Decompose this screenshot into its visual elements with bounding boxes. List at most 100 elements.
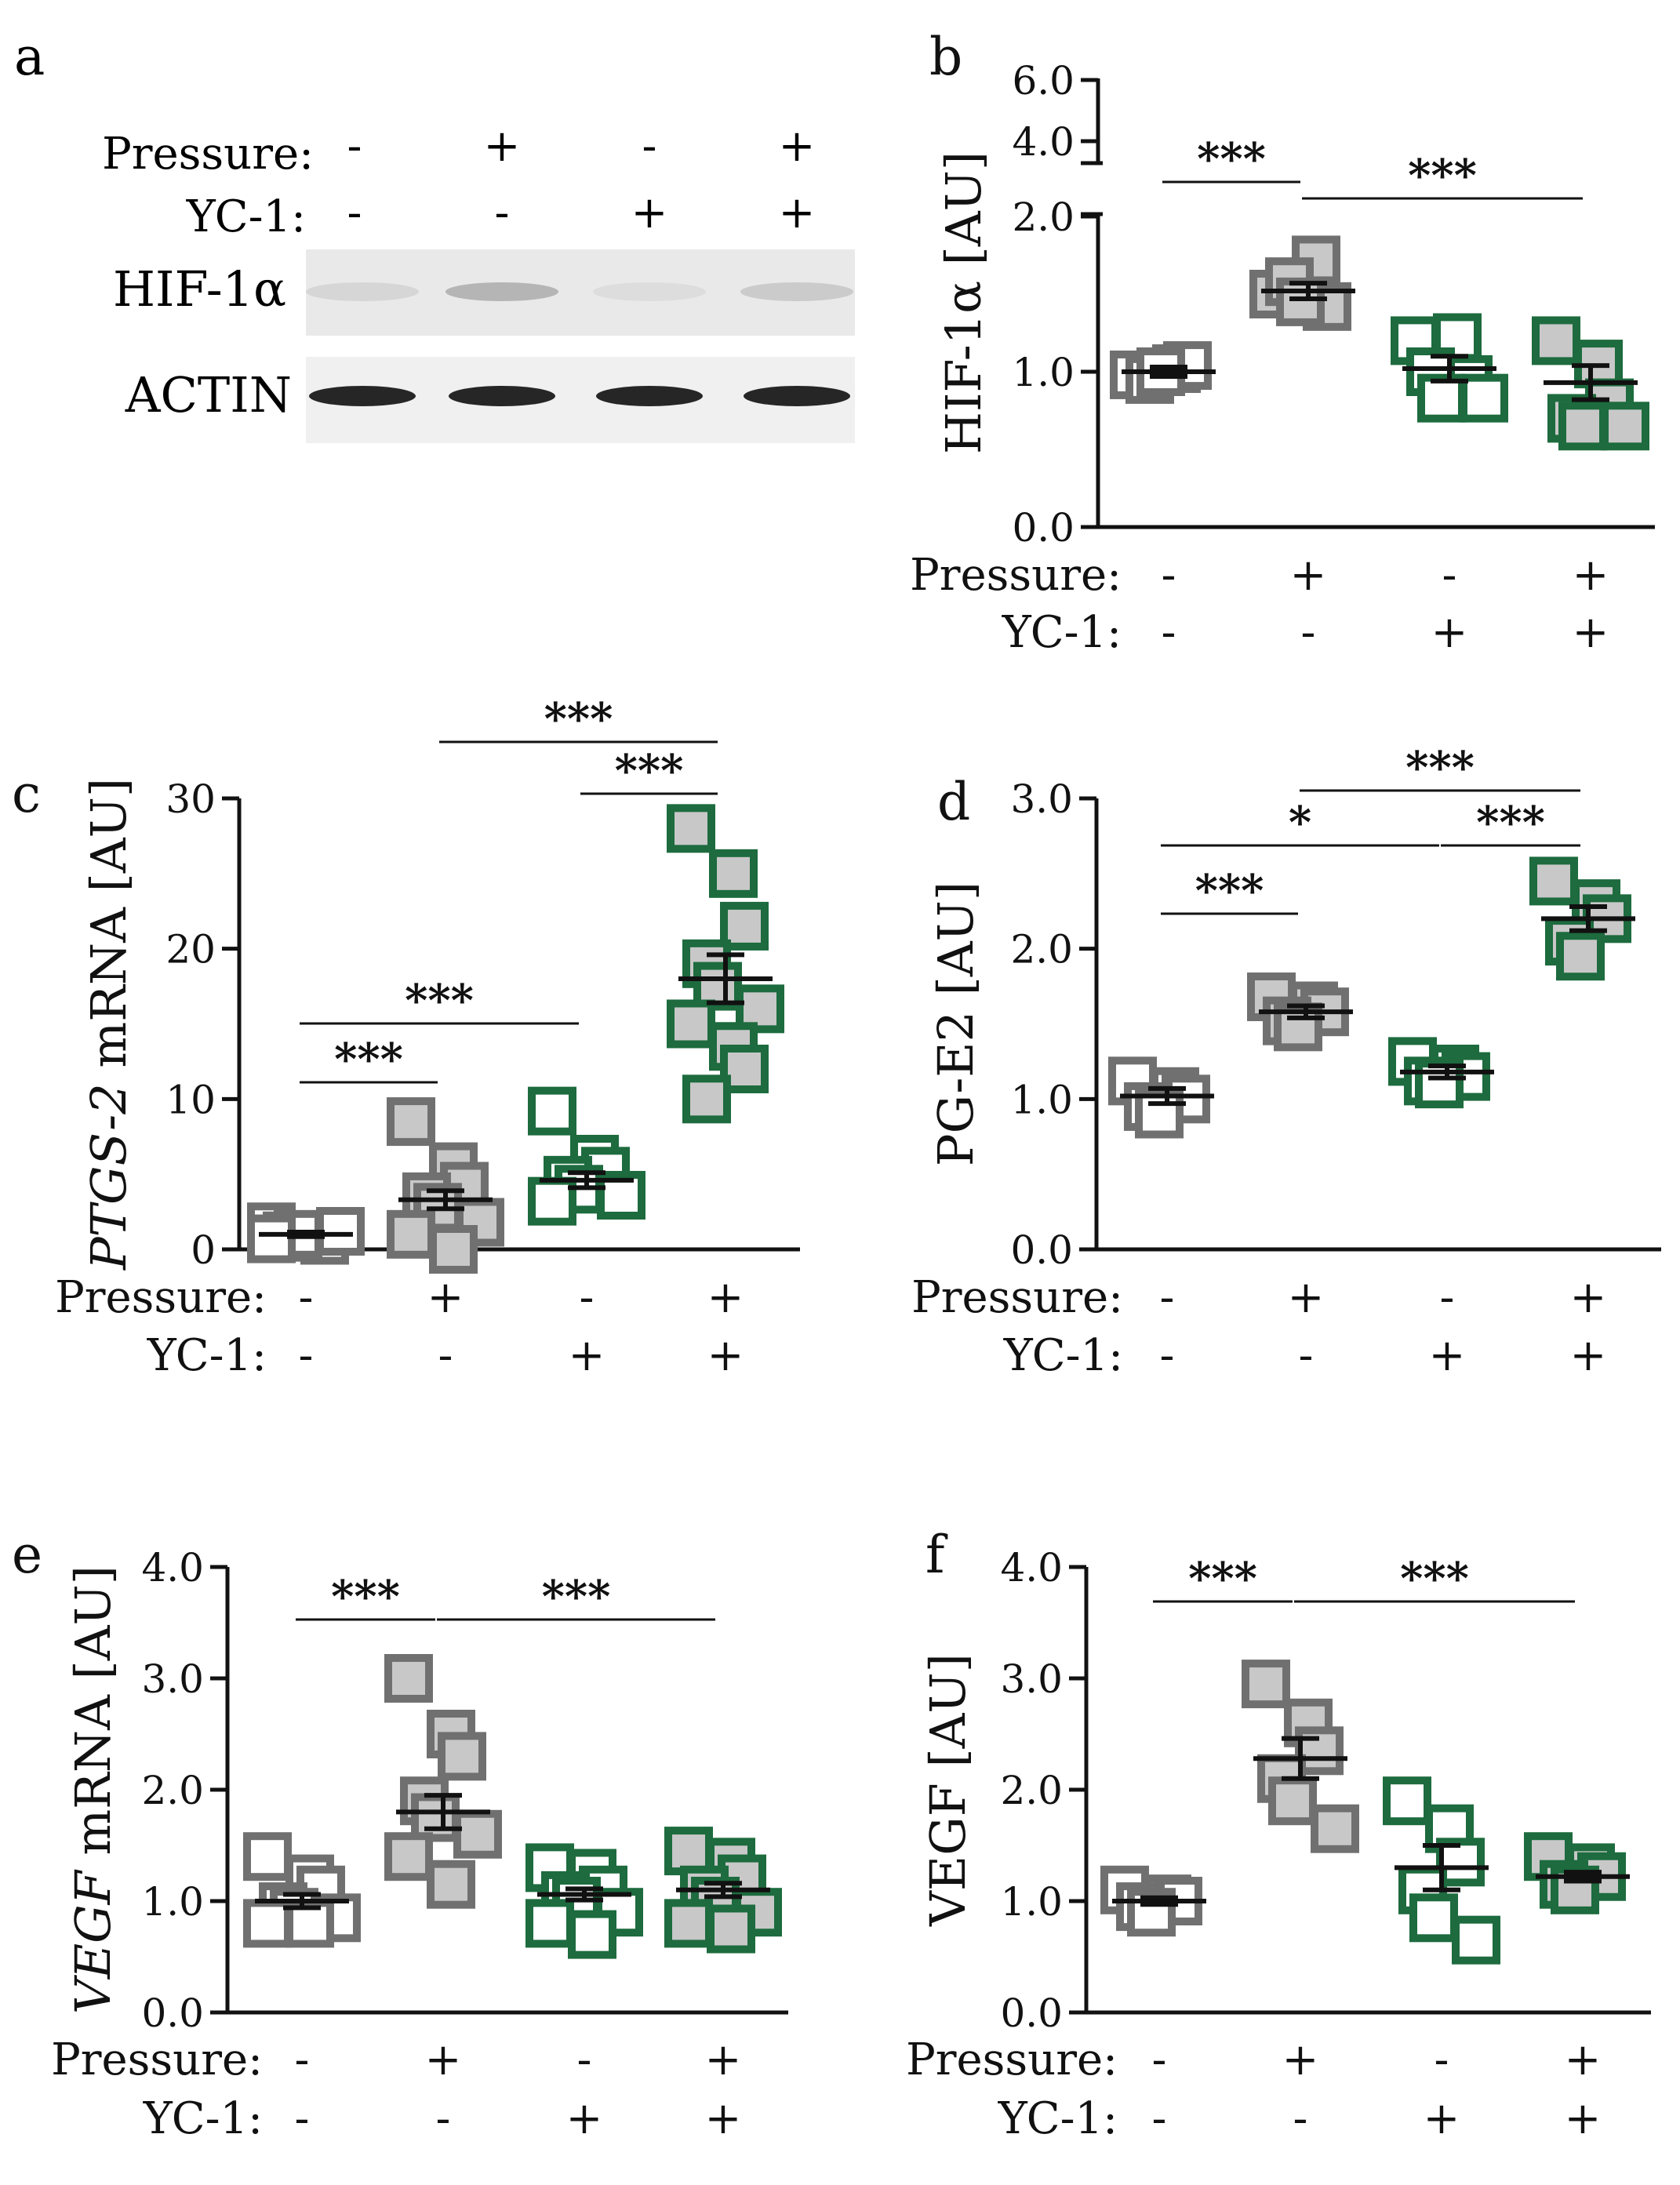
- panel-letter-c: c: [12, 764, 41, 824]
- blot-pressure-label: Pressure:: [102, 129, 314, 180]
- yc1-value: +: [1573, 607, 1609, 658]
- data-point: [243, 1832, 292, 1881]
- blot-yc1-3: +: [631, 187, 668, 238]
- yc1-value: -: [1160, 1330, 1175, 1381]
- yc1-value: +: [707, 1330, 744, 1381]
- y-axis-label: PTGS-2 mRNA [AU]: [80, 778, 137, 1271]
- pressure-value: -: [1442, 550, 1457, 601]
- y-tick-label-upper: 6.0: [1012, 58, 1075, 104]
- y-axis-label-text: mRNA [AU]: [80, 778, 137, 1083]
- data-point: [1558, 402, 1607, 451]
- data-point: [664, 1899, 713, 1948]
- y-tick-label: 4.0: [1000, 1545, 1063, 1591]
- actin-band-3: [596, 386, 703, 406]
- data-point: [427, 1860, 475, 1909]
- data-point: [243, 1899, 292, 1948]
- data-point: [453, 1809, 502, 1859]
- y-tick-label: 2.0: [1010, 927, 1073, 973]
- y-tick-label: 0.0: [1010, 1227, 1073, 1273]
- y-tick-label: 0.0: [141, 1990, 204, 2036]
- y-axis-label: HIF-1α [AU]: [935, 151, 992, 454]
- pressure-value: +: [707, 1272, 744, 1323]
- pressure-label: Pressure:: [51, 2034, 263, 2085]
- data-point: [682, 1074, 731, 1124]
- data-point: [1601, 402, 1649, 451]
- pressure-value: +: [1290, 550, 1327, 601]
- y-tick-label: 30: [165, 776, 216, 822]
- significance-label: ***: [615, 745, 684, 797]
- blot-pressure-2: +: [484, 121, 521, 172]
- blot-yc1-4: +: [779, 187, 816, 238]
- pressure-value: -: [299, 1272, 314, 1323]
- blot-pressure-3: -: [642, 121, 657, 172]
- yc1-value: -: [1299, 1330, 1314, 1381]
- pressure-value: +: [1288, 1272, 1325, 1323]
- y-tick-label: 0.0: [1000, 1990, 1063, 2036]
- significance-label: ***: [334, 1034, 403, 1085]
- blot-yc1-2: -: [495, 187, 510, 238]
- yc1-value: -: [1162, 607, 1176, 658]
- significance-label: *: [1289, 797, 1311, 849]
- panel-letter-b: b: [929, 27, 962, 87]
- panel-letter-e: e: [12, 1525, 42, 1585]
- data-point: [1268, 1776, 1317, 1826]
- yc1-value: +: [1570, 1330, 1607, 1381]
- yc1-value: -: [295, 2093, 310, 2144]
- data-point: [1311, 1804, 1359, 1853]
- chart-panel-d: d0.01.02.03.0PG-E2 [AU]Pressure:YC-1:--+…: [911, 742, 1661, 1381]
- pressure-value: +: [1565, 2034, 1602, 2085]
- pressure-label: Pressure:: [906, 2034, 1118, 2085]
- y-tick-label: 3.0: [1000, 1656, 1063, 1702]
- data-point: [1529, 856, 1578, 906]
- pressure-value: -: [1160, 1272, 1175, 1323]
- data-point: [528, 1176, 576, 1226]
- pressure-value: +: [1282, 2034, 1319, 2085]
- data-point: [316, 1207, 365, 1256]
- data-point: [1556, 932, 1605, 981]
- y-axis-label-text: mRNA [AU]: [64, 1565, 122, 1871]
- hif-band-4: [740, 282, 853, 301]
- data-point: [456, 1198, 504, 1247]
- pressure-value: -: [1152, 2034, 1167, 2085]
- yc1-label: YC-1:: [1003, 1330, 1123, 1381]
- western-blot-panel: a Pressure: YC-1: - + - + - - + + HIF-1α…: [14, 27, 855, 443]
- chart-panel-b: b 0.0 1.0 2.0 4.0 6.0 HIF-1α [AU] Pressure: YC-1…: [910, 27, 1655, 658]
- data-point: [384, 1654, 433, 1703]
- data-point: [664, 1827, 713, 1876]
- data-point: [1409, 1893, 1458, 1943]
- data-point: [1276, 277, 1325, 326]
- y-tick-label: 4.0: [141, 1545, 204, 1591]
- significance-label: ***: [1405, 742, 1475, 794]
- pressure-value: +: [425, 2034, 462, 2085]
- data-point: [528, 1086, 576, 1136]
- data-point: [387, 1097, 435, 1147]
- y-axis-label-italic: PTGS-2: [80, 1083, 137, 1271]
- data-point: [1417, 373, 1466, 423]
- yc1-value: -: [436, 2093, 451, 2144]
- yc1-value: -: [299, 1330, 314, 1381]
- blot-yc1-label: YC-1:: [186, 191, 306, 242]
- panel-letter-d: d: [937, 772, 970, 832]
- y-axis-label: VEGF mRNA [AU]: [64, 1565, 122, 2014]
- yc1-value: -: [1301, 607, 1316, 658]
- blot-row-label-actin: ACTIN: [125, 366, 292, 424]
- data-point: [1383, 1776, 1431, 1826]
- panel-letter-a: a: [14, 27, 45, 87]
- yc1-value: +: [1431, 607, 1468, 658]
- data-point: [707, 1904, 755, 1954]
- data-point: [1460, 373, 1508, 423]
- yc1-label: YC-1:: [998, 2093, 1118, 2144]
- blot-pressure-4: +: [779, 121, 816, 172]
- data-point: [1532, 316, 1580, 365]
- pressure-value: -: [295, 2034, 310, 2085]
- y-tick-label: 0.0: [1012, 505, 1075, 551]
- pressure-value: -: [1162, 550, 1176, 601]
- data-point: [411, 1793, 460, 1842]
- data-point: [429, 1225, 478, 1274]
- data-point: [667, 804, 715, 853]
- data-point: [525, 1899, 574, 1948]
- blot-hif-strip: [306, 249, 855, 336]
